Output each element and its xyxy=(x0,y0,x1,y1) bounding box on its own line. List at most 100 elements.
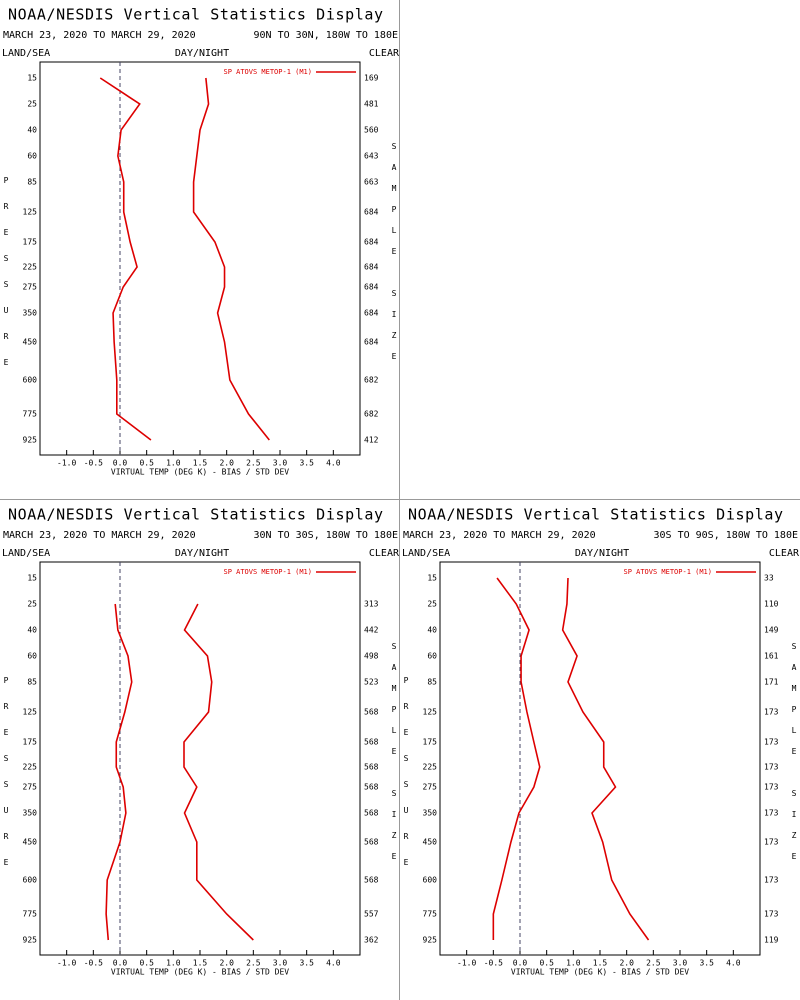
x-tick-label: 3.5 xyxy=(699,959,714,968)
sample-size: 684 xyxy=(364,309,379,318)
pressure-label: 60 xyxy=(427,652,437,661)
sample-size: 313 xyxy=(364,600,379,609)
sample-size: 684 xyxy=(364,238,379,247)
pressure-label: 275 xyxy=(23,783,38,792)
profile-line xyxy=(561,577,650,941)
x-tick-label: 1.0 xyxy=(166,459,181,468)
sample-size: 173 xyxy=(764,838,779,847)
x-tick-label: 4.0 xyxy=(326,959,341,968)
x-tick-label: 3.5 xyxy=(299,459,314,468)
sample-size: 568 xyxy=(364,738,379,747)
pressure-label: 125 xyxy=(23,708,38,717)
pressure-label: 25 xyxy=(27,600,37,609)
sample-size: 682 xyxy=(364,376,379,385)
panel: NOAA/NESDIS Vertical Statistics Display M… xyxy=(2,6,400,477)
x-tick-label: 1.5 xyxy=(193,459,208,468)
pressure-label: 600 xyxy=(423,876,438,885)
pressure-label: 15 xyxy=(427,574,437,583)
pressure-label: 25 xyxy=(427,600,437,609)
clear: CLEAR xyxy=(369,548,400,559)
pressure-label: 925 xyxy=(23,936,38,945)
sample-size: 119 xyxy=(764,936,779,945)
pressure-label: 775 xyxy=(23,410,38,419)
sample-size: 362 xyxy=(364,936,379,945)
x-tick-label: 2.5 xyxy=(646,959,661,968)
chart-title: NOAA/NESDIS Vertical Statistics Display xyxy=(8,6,384,24)
pressure-label: 85 xyxy=(427,678,437,687)
legend-label: SP ATOVS METOP-1 (M1) xyxy=(223,68,312,76)
x-tick-label: 0.0 xyxy=(113,459,128,468)
profile-line xyxy=(99,77,152,441)
x-tick-label: 2.0 xyxy=(219,459,234,468)
y2-axis-label: SAMPLE SIZE xyxy=(390,642,399,873)
pressure-label: 40 xyxy=(27,626,37,635)
chart-title: NOAA/NESDIS Vertical Statistics Display xyxy=(408,506,784,524)
region: 30N TO 30S, 180W TO 180E xyxy=(254,530,399,541)
x-tick-label: 3.5 xyxy=(299,959,314,968)
x-tick-label: -1.0 xyxy=(457,959,476,968)
date-range: MARCH 23, 2020 TO MARCH 29, 2020 xyxy=(3,30,196,41)
sample-size: 171 xyxy=(764,678,779,687)
sample-size: 161 xyxy=(764,652,779,661)
y2-axis-label: SAMPLE SIZE xyxy=(790,642,799,873)
land-sea: LAND/SEA xyxy=(2,548,50,559)
sample-size: 110 xyxy=(764,600,779,609)
pressure-label: 275 xyxy=(423,783,438,792)
sample-size: 169 xyxy=(364,74,379,83)
sample-size: 442 xyxy=(364,626,379,635)
pressure-label: 225 xyxy=(23,263,38,272)
sample-size: 684 xyxy=(364,283,379,292)
day-night: DAY/NIGHT xyxy=(575,548,629,559)
y-axis-label: PRESSURE xyxy=(402,676,411,884)
day-night: DAY/NIGHT xyxy=(175,48,229,59)
pressure-label: 450 xyxy=(423,838,438,847)
region: 30S TO 90S, 180W TO 180E xyxy=(654,530,799,541)
x-tick-label: 0.0 xyxy=(513,959,528,968)
pressure-label: 15 xyxy=(27,574,37,583)
x-tick-label: -1.0 xyxy=(57,459,76,468)
sample-size: 643 xyxy=(364,152,379,161)
x-tick-label: 0.5 xyxy=(139,959,154,968)
pressure-label: 600 xyxy=(23,876,38,885)
sample-size: 568 xyxy=(364,708,379,717)
sample-size: 173 xyxy=(764,876,779,885)
pressure-label: 775 xyxy=(23,910,38,919)
pressure-label: 350 xyxy=(23,809,38,818)
pressure-label: 275 xyxy=(23,283,38,292)
pressure-label: 15 xyxy=(27,74,37,83)
sample-size: 568 xyxy=(364,763,379,772)
sample-size: 498 xyxy=(364,652,379,661)
sample-size: 682 xyxy=(364,410,379,419)
x-tick-label: -0.5 xyxy=(84,459,103,468)
pressure-label: 175 xyxy=(23,738,38,747)
x-tick-label: 4.0 xyxy=(726,959,741,968)
pressure-label: 40 xyxy=(427,626,437,635)
pressure-label: 350 xyxy=(423,809,438,818)
x-axis-label: VIRTUAL TEMP (DEG K) - BIAS / STD DEV xyxy=(111,968,289,977)
profile-line xyxy=(183,603,254,941)
sample-size: 684 xyxy=(364,338,379,347)
pressure-label: 600 xyxy=(23,376,38,385)
sample-size: 481 xyxy=(364,100,379,109)
legend-label: SP ATOVS METOP-1 (M1) xyxy=(623,568,712,576)
panel: NOAA/NESDIS Vertical Statistics Display M… xyxy=(402,506,800,977)
x-tick-label: 3.0 xyxy=(673,959,688,968)
sample-size: 173 xyxy=(764,763,779,772)
sample-size: 33 xyxy=(764,574,774,583)
x-tick-label: 0.5 xyxy=(139,459,154,468)
pressure-label: 225 xyxy=(423,763,438,772)
x-tick-label: 3.0 xyxy=(273,959,288,968)
sample-size: 684 xyxy=(364,208,379,217)
profile-line xyxy=(192,77,270,441)
sample-size: 173 xyxy=(764,783,779,792)
pressure-label: 125 xyxy=(23,208,38,217)
x-tick-label: -1.0 xyxy=(57,959,76,968)
day-night: DAY/NIGHT xyxy=(175,548,229,559)
panel: NOAA/NESDIS Vertical Statistics Display M… xyxy=(2,506,400,977)
x-tick-label: 0.5 xyxy=(539,959,554,968)
x-tick-label: 1.0 xyxy=(566,959,581,968)
pressure-label: 450 xyxy=(23,338,38,347)
pressure-label: 175 xyxy=(423,738,438,747)
x-tick-label: 1.0 xyxy=(166,959,181,968)
